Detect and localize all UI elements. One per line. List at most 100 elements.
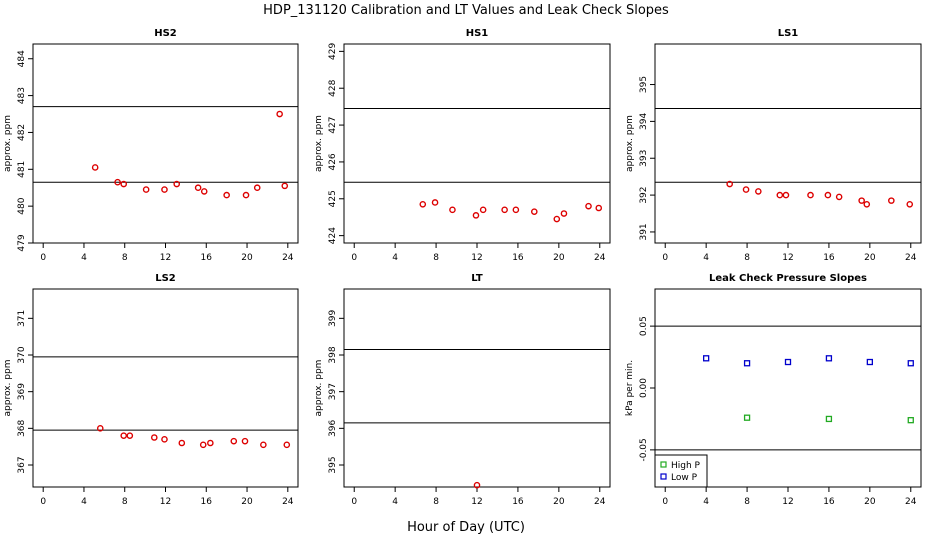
- x-tick-label: 24: [594, 253, 606, 263]
- y-tick-label: 429: [328, 43, 338, 60]
- x-tick-label: 16: [201, 253, 213, 263]
- y-axis-label: approx. ppm: [314, 115, 324, 172]
- x-tick-label: 12: [471, 253, 482, 263]
- x-axis-label: Hour of Day (UTC): [407, 520, 525, 535]
- data-point: [120, 180, 128, 188]
- x-tick-label: 20: [864, 253, 876, 263]
- y-tick-label: 398: [328, 346, 338, 363]
- data-point: [825, 355, 833, 362]
- x-tick-label: 4: [81, 497, 87, 507]
- y-tick-label: 483: [17, 87, 27, 104]
- panel-3: LS2 0 4 8 12 16 20 24 367 368 369 370 371 approx. ppm: [3, 273, 299, 507]
- data-point: [782, 191, 790, 199]
- y-axis-label: approx. ppm: [3, 115, 13, 172]
- data-point: [858, 197, 865, 204]
- data-point: [472, 212, 480, 219]
- x-tick-label: 8: [744, 497, 750, 507]
- panel-title: HS2: [154, 28, 177, 39]
- y-tick-label: 399: [328, 309, 338, 326]
- legend: High P Low P: [654, 454, 708, 488]
- data-point: [835, 193, 843, 201]
- y-tick-label: 426: [328, 153, 338, 170]
- data-point: [825, 415, 833, 423]
- data-point: [824, 191, 832, 199]
- y-tick-label: 369: [17, 383, 27, 400]
- y-tick-label: -0.05: [639, 438, 649, 461]
- panel-title: LS2: [155, 273, 176, 284]
- y-axis-label: kPa per min.: [625, 360, 635, 416]
- plot-frame: [654, 43, 922, 244]
- data-point: [431, 199, 439, 206]
- x-tick-label: 16: [512, 253, 524, 263]
- x-tick-label: 20: [864, 497, 876, 507]
- y-tick-label: 392: [639, 186, 649, 203]
- data-point: [178, 439, 186, 447]
- data-point: [553, 215, 561, 223]
- x-tick-label: 24: [594, 497, 606, 507]
- data-point: [120, 432, 128, 439]
- y-tick-label: 394: [639, 113, 649, 130]
- panel-5: Leak Check Pressure Slopes 0 4 8 12 16 20 24 -0.…: [625, 273, 922, 507]
- data-point: [866, 358, 873, 366]
- legend-marker: [660, 473, 667, 480]
- data-point: [241, 437, 249, 445]
- data-point: [755, 188, 762, 195]
- data-point: [260, 441, 267, 449]
- figure-title: HDP_131120 Calibration and LT Values and…: [263, 3, 669, 18]
- data-point: [743, 360, 751, 367]
- data-point: [473, 481, 481, 489]
- x-tick-label: 8: [433, 253, 439, 263]
- data-point: [419, 201, 427, 208]
- data-point: [863, 201, 871, 208]
- x-tick-label: 4: [81, 253, 87, 263]
- y-tick-label: 484: [17, 50, 27, 67]
- data-point: [743, 414, 751, 421]
- y-tick-label: 0.05: [639, 316, 649, 336]
- plot-frame: [32, 43, 299, 244]
- y-tick-label: 0.00: [639, 378, 649, 398]
- data-point: [126, 432, 134, 439]
- panel-title: HS1: [466, 28, 489, 39]
- x-tick-label: 0: [351, 497, 357, 507]
- data-point: [888, 197, 895, 204]
- y-axis-label: approx. ppm: [314, 360, 324, 417]
- y-tick-label: 395: [639, 76, 649, 93]
- x-tick-label: 4: [703, 253, 709, 263]
- legend-box: [654, 454, 708, 488]
- y-tick-label: 428: [328, 79, 338, 96]
- panel-title: Leak Check Pressure Slopes: [709, 273, 867, 284]
- panel-0: HS2 0 4 8 12 16 20 24 479 480 481 482 483 484 approx. …: [3, 28, 299, 263]
- data-point: [114, 178, 121, 186]
- y-tick-label: 396: [328, 419, 338, 436]
- data-point: [242, 191, 250, 199]
- x-tick-label: 0: [40, 253, 46, 263]
- data-point: [560, 210, 568, 217]
- legend-marker: [660, 461, 667, 468]
- data-point: [283, 441, 291, 449]
- x-tick-label: 8: [744, 253, 750, 263]
- x-tick-label: 0: [662, 497, 668, 507]
- x-tick-label: 0: [662, 253, 668, 263]
- x-tick-label: 20: [241, 253, 253, 263]
- x-tick-label: 4: [392, 253, 398, 263]
- legend-label: Low P: [671, 473, 698, 483]
- x-tick-label: 16: [201, 497, 213, 507]
- data-point: [907, 360, 914, 367]
- panel-title: LS1: [778, 28, 799, 39]
- data-point: [449, 206, 456, 214]
- data-point: [585, 202, 592, 210]
- data-point: [253, 184, 261, 192]
- y-tick-label: 479: [17, 234, 27, 251]
- data-point: [501, 206, 508, 214]
- data-point: [161, 436, 168, 443]
- plot-frame: [343, 288, 611, 488]
- x-tick-label: 24: [905, 253, 917, 263]
- y-tick-label: 427: [328, 116, 338, 133]
- y-tick-label: 368: [17, 419, 27, 436]
- data-point: [906, 201, 914, 208]
- x-tick-label: 8: [122, 497, 128, 507]
- data-point: [223, 191, 230, 199]
- data-point: [726, 180, 733, 188]
